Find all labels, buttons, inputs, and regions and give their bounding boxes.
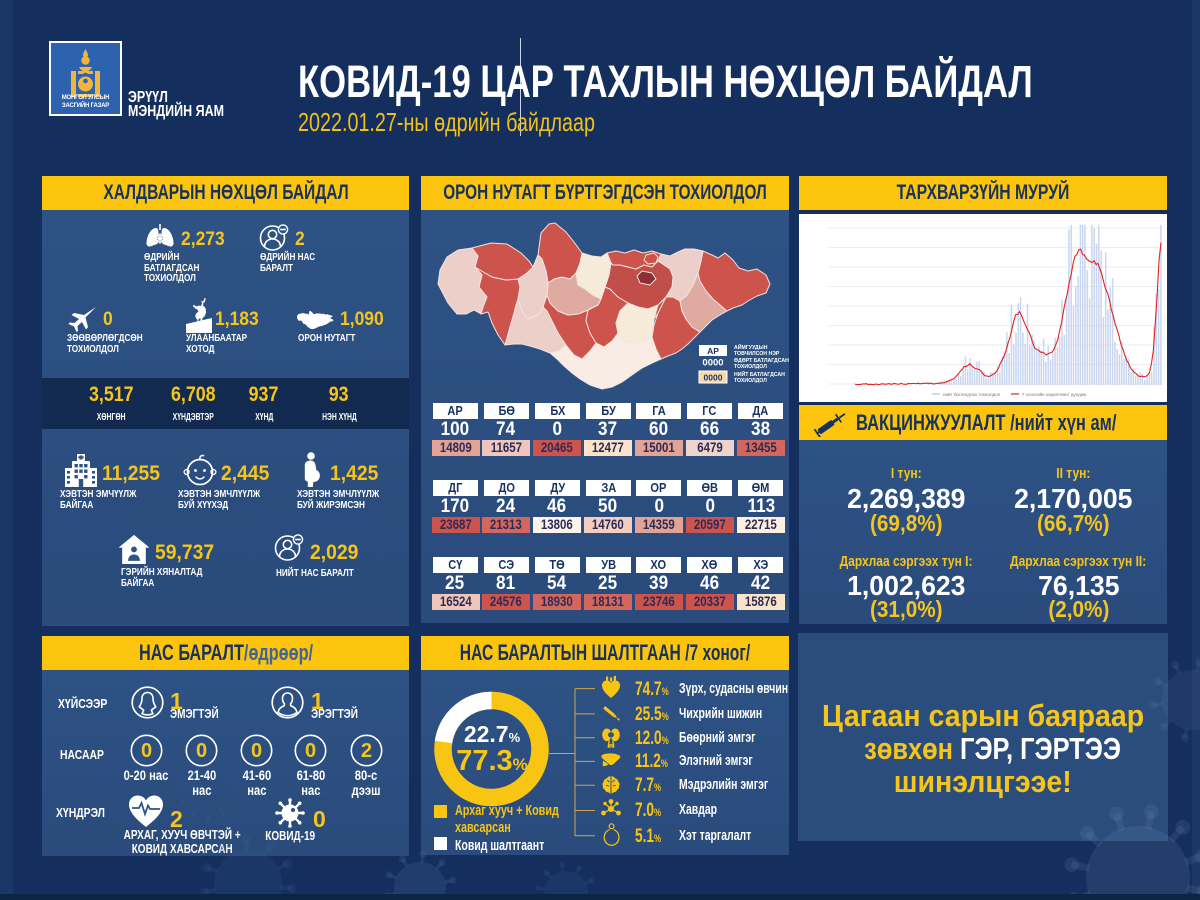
svg-text:НИЙТ БАТЛАГДСАН: НИЙТ БАТЛАГДСАН (734, 370, 785, 378)
svg-text:0000: 0000 (704, 373, 723, 383)
svg-text:АР: АР (707, 346, 719, 356)
svg-text:ТОВЧИЛСОН НЭР: ТОВЧИЛСОН НЭР (734, 351, 780, 357)
svg-text:нийт батлагдсан тохиолдол: нийт батлагдсан тохиолдол (943, 391, 1001, 397)
svg-text:0000: 0000 (702, 358, 723, 369)
svg-text:ТОХИОЛДОЛ: ТОХИОЛДОЛ (734, 378, 767, 384)
svg-text:7 хоногийн хөдөлгөөнт дундаж: 7 хоногийн хөдөлгөөнт дундаж (1022, 391, 1086, 397)
svg-text:АЙМГУУДЫН: АЙМГУУДЫН (734, 343, 768, 351)
svg-text:ТОХИОЛДОЛ: ТОХИОЛДОЛ (734, 364, 767, 370)
svg-text:ӨДӨРТ БАТЛАГДСАН: ӨДӨРТ БАТЛАГДСАН (734, 358, 789, 364)
